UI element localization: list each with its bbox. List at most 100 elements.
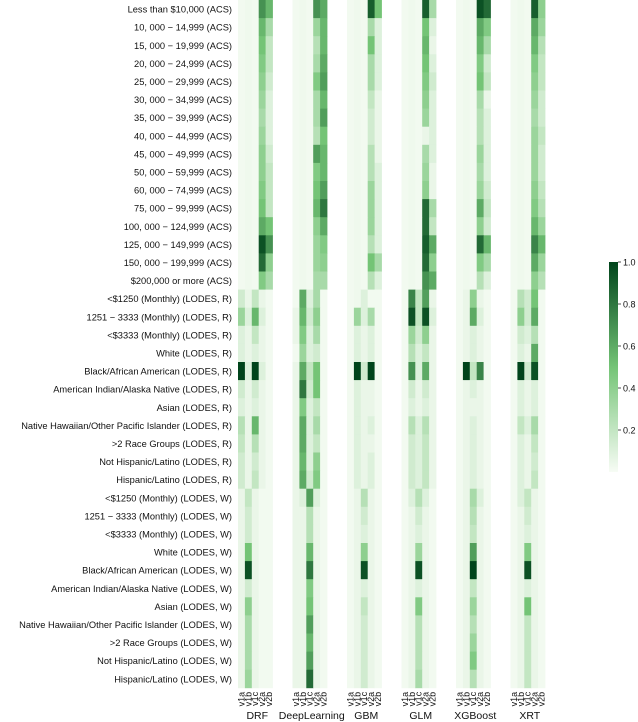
heatmap-cell	[401, 452, 409, 471]
heatmap-cell	[347, 90, 355, 109]
heatmap-cell	[299, 181, 307, 200]
heatmap-cell	[531, 253, 539, 272]
heatmap-cell	[510, 633, 518, 652]
heatmap-cell	[367, 199, 375, 218]
heatmap-cell	[415, 18, 423, 37]
heatmap-cell	[265, 144, 273, 164]
heatmap-cell	[320, 217, 328, 236]
heatmap-cell	[462, 579, 471, 598]
heatmap-cell	[456, 669, 464, 689]
heatmap-cell	[531, 144, 539, 164]
heatmap-cell	[347, 633, 355, 652]
heatmap-cell	[456, 253, 464, 272]
heatmap-cell	[462, 470, 471, 490]
heatmap-cell	[408, 253, 416, 272]
heatmap-cell	[238, 380, 246, 399]
heatmap-cell	[429, 0, 437, 19]
heatmap-cell	[238, 434, 246, 453]
heatmap-cell	[320, 90, 328, 109]
heatmap-cell	[408, 524, 416, 544]
heatmap-cell	[353, 253, 362, 272]
heatmap-cell	[408, 36, 416, 55]
heatmap-cell	[517, 253, 525, 272]
heatmap-cell	[320, 362, 328, 381]
heatmap-cell	[483, 108, 491, 128]
heatmap-cell	[469, 181, 478, 200]
heatmap-cell	[422, 18, 430, 37]
heatmap-cell	[360, 235, 369, 254]
heatmap-cell	[347, 108, 355, 128]
heatmap-cell	[347, 54, 355, 73]
heatmap-cell	[510, 325, 518, 345]
heatmap-cell	[299, 253, 307, 272]
heatmap-cell	[265, 669, 273, 689]
heatmap-cell	[401, 325, 409, 345]
heatmap-cell	[517, 325, 525, 345]
heatmap-cell	[367, 633, 375, 652]
heatmap-cell	[456, 162, 464, 182]
heatmap-cell	[517, 380, 525, 399]
heatmap-cell	[462, 434, 471, 453]
heatmap-cell	[422, 325, 430, 345]
heatmap-cell	[415, 561, 423, 580]
heatmap-cell	[313, 362, 321, 381]
heatmap-cell	[374, 543, 382, 562]
column-label: v2a	[421, 692, 431, 707]
heatmap-cell	[538, 18, 546, 37]
heatmap-cell	[429, 615, 437, 634]
heatmap-cell	[251, 633, 260, 652]
heatmap-cell	[313, 0, 321, 19]
heatmap-cell	[538, 524, 546, 544]
heatmap-cell	[483, 90, 491, 109]
heatmap-cell	[374, 362, 382, 381]
heatmap-cell	[415, 307, 423, 327]
heatmap-cell	[401, 126, 409, 146]
heatmap-cell	[538, 597, 546, 616]
heatmap-cell	[292, 579, 300, 598]
heatmap-cell	[251, 524, 260, 544]
heatmap-cell	[313, 181, 321, 200]
heatmap-cell	[524, 597, 532, 616]
heatmap-cell	[299, 561, 307, 580]
heatmap-cell	[401, 615, 409, 634]
heatmap-cell	[531, 434, 539, 453]
heatmap-cell	[347, 470, 355, 490]
heatmap-cell	[415, 0, 423, 19]
heatmap-cell	[401, 72, 409, 91]
heatmap-cell	[401, 434, 409, 453]
heatmap-cell	[469, 162, 478, 182]
heatmap-cell	[347, 524, 355, 544]
heatmap-cell	[469, 199, 478, 218]
heatmap-cell	[415, 36, 423, 55]
heatmap-cell	[367, 18, 375, 37]
heatmap-cell	[483, 633, 491, 652]
heatmap-cell	[456, 72, 464, 91]
heatmap-cell	[347, 561, 355, 580]
heatmap-cell	[476, 199, 484, 218]
heatmap-cell	[353, 579, 362, 598]
column-label: v1b	[407, 692, 417, 707]
heatmap-cell	[320, 36, 328, 55]
heatmap-cell	[258, 452, 266, 471]
heatmap-cell	[415, 199, 423, 218]
heatmap-cell	[238, 524, 246, 544]
heatmap-cell	[524, 181, 532, 200]
heatmap-cell	[320, 108, 328, 128]
heatmap-cell	[292, 434, 300, 453]
heatmap-cell	[320, 126, 328, 146]
heatmap-cell	[251, 90, 260, 109]
heatmap-cell	[238, 217, 246, 236]
heatmap-cell	[531, 0, 539, 19]
heatmap-cell	[524, 452, 532, 471]
heatmap-cell	[415, 72, 423, 91]
heatmap-cell	[462, 325, 471, 345]
heatmap-cell	[476, 235, 484, 254]
heatmap-cell	[347, 72, 355, 91]
heatmap-cell	[292, 181, 300, 200]
heatmap-cell	[244, 669, 253, 689]
heatmap-cell	[238, 253, 246, 272]
heatmap-cell	[538, 0, 546, 19]
heatmap-cell	[374, 633, 382, 652]
heatmap-cell	[408, 72, 416, 91]
